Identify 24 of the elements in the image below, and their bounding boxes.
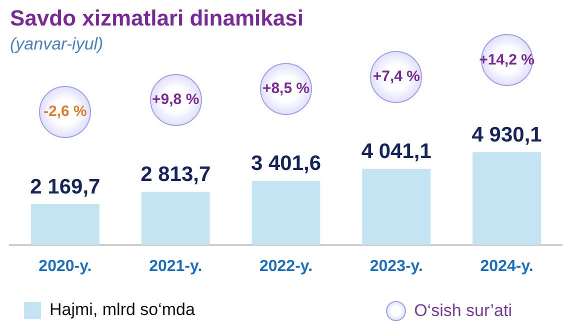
- x-tick-label: 2024-y.: [480, 258, 534, 275]
- text: O‘sish sur’ati: [414, 301, 512, 321]
- data-label: 4 041,1: [361, 140, 432, 164]
- text: +8,5 %: [262, 80, 310, 97]
- chart-subtitle: (yanvar-iyul): [10, 34, 104, 54]
- bar: [472, 152, 542, 245]
- bar: [362, 168, 431, 245]
- data-label: 3 401,6: [250, 152, 322, 176]
- legend-label: Hajmi, mlrd so‘mda: [50, 300, 196, 320]
- text: +7,4 %: [372, 68, 420, 85]
- x-tick-label: 2023-y.: [370, 258, 423, 275]
- data-label: 2 169,7: [30, 175, 100, 198]
- text: +9,8 %: [152, 91, 200, 108]
- x-tick-label: 2021-y.: [149, 258, 202, 275]
- bar: [30, 204, 100, 245]
- x-tick-label: 2020-y.: [38, 258, 92, 275]
- data-label: 2 813,7: [140, 163, 211, 186]
- data-label: 4 930,1: [472, 123, 542, 146]
- bar: [141, 192, 210, 245]
- chart-title: Savdo xizmatlari dinamikasi: [10, 5, 304, 30]
- x-tick-label: 2022-y.: [259, 258, 313, 275]
- text: +14,2 %: [479, 51, 535, 68]
- bar: [252, 180, 320, 245]
- text: -2,6 %: [44, 103, 87, 120]
